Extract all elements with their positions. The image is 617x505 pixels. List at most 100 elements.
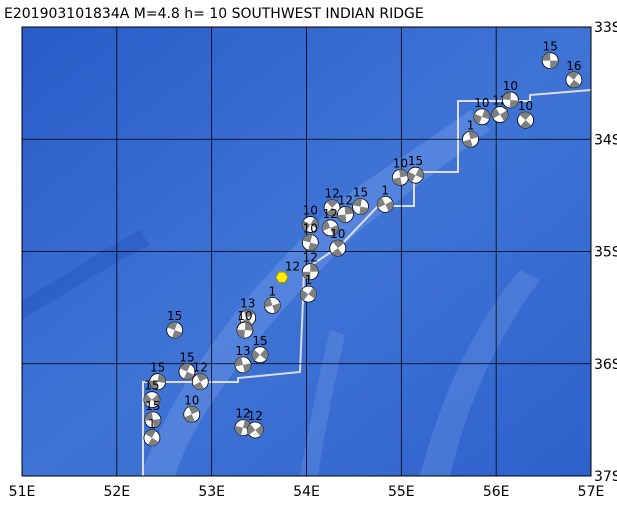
beachball-quadrant	[302, 263, 319, 280]
depth-label: 10	[474, 96, 489, 110]
beachball-quadrant	[502, 91, 519, 108]
focal-mechanism	[143, 391, 161, 409]
x-tick-label: 54E	[293, 484, 320, 500]
depth-label: 15	[145, 399, 160, 413]
depth-label: 12	[323, 207, 338, 221]
focal-mechanism	[166, 321, 184, 339]
depth-label: 15	[144, 379, 159, 393]
depth-label: 10	[303, 222, 318, 236]
beachball-quadrant	[184, 406, 200, 423]
beachball-quadrant	[407, 167, 424, 183]
x-tick-label: 57E	[578, 484, 605, 500]
depth-label: 12	[193, 361, 208, 375]
map-title: E201903101834A M=4.8 h= 10 SOUTHWEST IND…	[4, 6, 424, 22]
focal-mechanism	[301, 263, 319, 281]
beachball-quadrant	[337, 206, 354, 223]
focal-mechanism	[236, 321, 254, 339]
depth-label: 1	[467, 118, 475, 132]
beachball-quadrant	[300, 287, 317, 301]
focal-mechanism	[251, 346, 269, 364]
focal-mechanism	[183, 405, 201, 423]
beachball-quadrant	[322, 220, 339, 236]
y-tick-label: 35S	[594, 245, 617, 261]
depth-label: 10	[303, 204, 318, 218]
beachball-quadrant	[247, 423, 264, 437]
epicenter	[275, 271, 289, 284]
beachball-quadrant	[236, 322, 253, 339]
beachball-quadrant	[264, 297, 281, 314]
x-tick-label: 53E	[198, 484, 225, 500]
depth-label: 1	[381, 183, 389, 197]
beachball-quadrant	[149, 373, 166, 390]
beachball-quadrant	[331, 240, 345, 257]
focal-mechanism	[473, 108, 491, 126]
focal-mechanism	[517, 111, 534, 129]
depth-label: 13	[235, 344, 250, 358]
depth-label: 10	[503, 79, 518, 93]
depth-label: 15	[408, 154, 423, 168]
focal-mechanism	[246, 421, 264, 439]
focal-mechanism	[336, 206, 354, 223]
x-tick-label: 55E	[388, 484, 415, 500]
focal-mechanism	[329, 239, 347, 257]
depth-label: 12	[338, 193, 353, 207]
focal-mechanism	[191, 373, 209, 391]
focal-mechanism	[462, 130, 479, 148]
depth-label: 15	[179, 351, 194, 365]
depth-label: 15	[543, 40, 558, 54]
x-tick-label: 56E	[483, 484, 510, 500]
focal-mechanism	[376, 195, 394, 213]
focal-mechanism	[234, 356, 252, 374]
depth-label: 10	[330, 227, 345, 241]
beachball-quadrant	[519, 112, 532, 129]
depth-label: 12	[248, 409, 263, 423]
beachball-quadrant	[179, 363, 195, 380]
depth-label: 10	[184, 393, 199, 407]
beachball-quadrant	[392, 169, 409, 186]
focal-mechanism	[565, 71, 583, 89]
depth-label: 1	[305, 273, 313, 287]
depth-label: 15	[150, 361, 165, 375]
y-tick-label: 34S	[594, 132, 617, 148]
beachball-quadrant	[377, 197, 394, 212]
focal-mechanism	[407, 166, 424, 184]
depth-label: 10	[237, 309, 252, 323]
y-tick-label: 33S	[594, 20, 617, 36]
x-tick-label: 52E	[103, 484, 130, 500]
depth-label: 16	[566, 59, 581, 73]
depth-label: 1	[148, 417, 156, 431]
beachball-quadrant	[302, 234, 319, 251]
focal-mechanism	[143, 429, 161, 447]
focal-mechanism	[149, 373, 167, 391]
depth-label: 10	[393, 156, 408, 170]
beachball-quadrant	[144, 411, 161, 428]
beachball-quadrant	[302, 217, 319, 232]
beachball-quadrant	[234, 357, 251, 373]
focal-mechanism	[321, 219, 339, 237]
beachball-quadrant	[491, 107, 508, 122]
focal-mechanism	[501, 91, 519, 109]
depth-label: 12	[303, 251, 318, 265]
focal-mechanism	[323, 199, 341, 217]
depth-label: 12	[285, 259, 300, 273]
focal-mechanism	[178, 363, 196, 381]
beachball-quadrant	[462, 131, 479, 148]
beachball-quadrant	[352, 198, 369, 215]
beachball-quadrant	[167, 322, 183, 339]
depth-label: 15	[353, 186, 368, 200]
bathymetry	[22, 110, 540, 476]
depth-label: 15	[252, 334, 267, 348]
depth-label: 15	[167, 309, 182, 323]
focal-mechanism	[491, 106, 509, 123]
beachball-quadrant	[234, 419, 251, 436]
y-tick-label: 37S	[594, 469, 617, 485]
beachball-quadrant	[473, 109, 490, 125]
beachball-quadrant	[567, 71, 581, 88]
depth-label: 10	[518, 99, 533, 113]
focal-mechanism	[352, 198, 369, 216]
focal-mechanism	[301, 216, 319, 233]
focal-mechanism	[263, 296, 281, 314]
depth-label: 13	[240, 297, 255, 311]
focal-mechanism	[144, 411, 162, 429]
